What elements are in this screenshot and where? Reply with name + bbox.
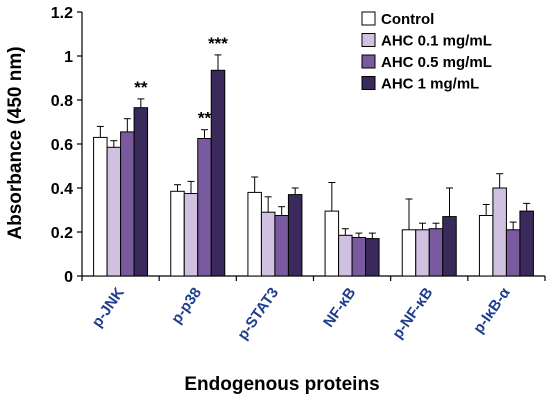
legend-label: Control — [381, 11, 434, 28]
bar — [505, 229, 521, 277]
bar — [197, 138, 212, 277]
bar — [442, 216, 457, 277]
y-axis-label: Absorbance (450 nm) — [5, 46, 26, 239]
significance-label: ** — [198, 109, 212, 128]
legend: Control AHC 0.1 mg/mL AHC 0.5 mg/mL AHC 1 m… — [361, 11, 492, 93]
legend-swatch — [361, 54, 376, 69]
y-tick-label: 1.2 — [51, 5, 73, 22]
legend-label: AHC 0.1 mg/mL — [381, 33, 492, 50]
bar — [415, 229, 430, 277]
plot-area: 0 0.2 0.4 0.6 0.8 1 1.2 p-JNK p-p38 p-STAT3 NF-κB p… — [51, 5, 546, 343]
bar — [365, 238, 380, 277]
bar — [106, 146, 122, 277]
bar — [492, 187, 507, 277]
bar — [260, 211, 276, 277]
bar — [247, 191, 262, 277]
bar — [210, 69, 226, 277]
category-label: p-p38 — [168, 285, 205, 328]
bar — [519, 210, 534, 277]
y-tick-label: 1 — [64, 49, 73, 66]
category-label: p-STAT3 — [234, 285, 282, 343]
y-tick-label: 0.2 — [51, 225, 73, 242]
bar — [170, 190, 185, 277]
x-axis-label: Endogenous proteins — [184, 374, 379, 395]
bar — [133, 107, 149, 277]
legend-swatch — [361, 33, 376, 47]
y-tick-label: 0.6 — [51, 137, 73, 154]
bar — [93, 136, 108, 277]
bar — [351, 237, 367, 277]
category-label: p-IκB-α — [470, 284, 514, 337]
bar — [274, 215, 289, 277]
legend-label: AHC 0.5 mg/mL — [381, 54, 492, 71]
y-tick-label: 0.4 — [51, 181, 73, 198]
legend-label: AHC 1 mg/mL — [381, 76, 479, 93]
bar — [338, 234, 353, 277]
bar — [120, 131, 135, 277]
bar — [478, 215, 494, 277]
significance-label: ** — [134, 78, 148, 97]
category-label: p-JNK — [89, 284, 128, 330]
category-label: p-NF-κB — [389, 284, 436, 342]
bar — [324, 210, 340, 277]
bar — [401, 229, 417, 277]
y-tick-label: 0.8 — [51, 93, 73, 110]
bar — [428, 228, 444, 277]
y-tick-label: 0 — [64, 269, 73, 286]
legend-swatch — [361, 76, 376, 90]
bar — [183, 193, 199, 277]
category-label: NF-κB — [320, 284, 359, 330]
significance-label: *** — [208, 34, 228, 53]
legend-swatch — [361, 11, 376, 26]
bar — [287, 194, 303, 277]
